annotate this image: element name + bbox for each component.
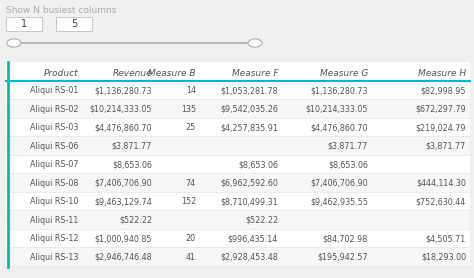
Text: $1,136,280.73: $1,136,280.73 [94, 86, 152, 95]
Text: $7,406,706.90: $7,406,706.90 [310, 179, 368, 188]
Text: $522.22: $522.22 [245, 216, 278, 225]
Text: $2,928,453.48: $2,928,453.48 [220, 253, 278, 262]
Text: Aliqui RS-01: Aliqui RS-01 [29, 86, 78, 95]
Text: 14: 14 [186, 86, 196, 95]
Text: $8,653.06: $8,653.06 [328, 160, 368, 169]
Circle shape [7, 39, 21, 47]
FancyBboxPatch shape [6, 81, 470, 99]
Text: $7,406,706.90: $7,406,706.90 [94, 179, 152, 188]
FancyBboxPatch shape [6, 155, 470, 173]
Text: $672,297.79: $672,297.79 [415, 105, 466, 114]
Text: $9,542,035.26: $9,542,035.26 [220, 105, 278, 114]
Text: Measure B: Measure B [148, 69, 196, 78]
Text: $1,000,940.85: $1,000,940.85 [94, 234, 152, 243]
Text: 5: 5 [71, 19, 77, 29]
Text: Show N busiest columns: Show N busiest columns [6, 6, 117, 15]
Text: $8,653.06: $8,653.06 [238, 160, 278, 169]
Text: Revenue: Revenue [112, 69, 152, 78]
Circle shape [248, 39, 262, 47]
FancyBboxPatch shape [6, 17, 42, 31]
Text: $3,871.77: $3,871.77 [426, 142, 466, 151]
Text: Product: Product [44, 69, 78, 78]
Text: Measure G: Measure G [319, 69, 368, 78]
Text: $3,871.77: $3,871.77 [328, 142, 368, 151]
Text: Aliqui RS-10: Aliqui RS-10 [29, 197, 78, 206]
Text: $4,257,835.91: $4,257,835.91 [220, 123, 278, 132]
Text: $9,462,935.55: $9,462,935.55 [310, 197, 368, 206]
Text: Aliqui RS-02: Aliqui RS-02 [29, 105, 78, 114]
Text: 1: 1 [21, 19, 27, 29]
Text: 25: 25 [186, 123, 196, 132]
Text: Measure H: Measure H [418, 69, 466, 78]
Text: $82,998.95: $82,998.95 [420, 86, 466, 95]
Text: $219,024.79: $219,024.79 [416, 123, 466, 132]
Text: Aliqui RS-12: Aliqui RS-12 [29, 234, 78, 243]
Text: $195,942.57: $195,942.57 [318, 253, 368, 262]
Text: $10,214,333.05: $10,214,333.05 [306, 105, 368, 114]
Text: Aliqui RS-07: Aliqui RS-07 [29, 160, 78, 169]
Text: 152: 152 [181, 197, 196, 206]
Text: $752,630.44: $752,630.44 [416, 197, 466, 206]
Text: $4,476,860.70: $4,476,860.70 [310, 123, 368, 132]
Text: $522.22: $522.22 [119, 216, 152, 225]
Text: $3,871.77: $3,871.77 [112, 142, 152, 151]
Text: $1,136,280.73: $1,136,280.73 [310, 86, 368, 95]
Text: $1,053,281.78: $1,053,281.78 [220, 86, 278, 95]
Text: Measure F: Measure F [231, 69, 278, 78]
FancyBboxPatch shape [6, 173, 470, 192]
FancyBboxPatch shape [6, 192, 470, 210]
FancyBboxPatch shape [6, 136, 470, 155]
FancyBboxPatch shape [56, 17, 92, 31]
FancyBboxPatch shape [6, 229, 470, 247]
Text: $996,435.14: $996,435.14 [228, 234, 278, 243]
FancyBboxPatch shape [6, 99, 470, 118]
Text: $8,710,499.31: $8,710,499.31 [220, 197, 278, 206]
Text: Aliqui RS-08: Aliqui RS-08 [29, 179, 78, 188]
Text: Aliqui RS-03: Aliqui RS-03 [29, 123, 78, 132]
Text: $10,214,333.05: $10,214,333.05 [90, 105, 152, 114]
Text: Aliqui RS-13: Aliqui RS-13 [29, 253, 78, 262]
Text: $4,476,860.70: $4,476,860.70 [94, 123, 152, 132]
Text: $84,702.98: $84,702.98 [323, 234, 368, 243]
Text: Aliqui RS-06: Aliqui RS-06 [29, 142, 78, 151]
Text: $18,293.00: $18,293.00 [421, 253, 466, 262]
Text: $2,946,746.48: $2,946,746.48 [94, 253, 152, 262]
Text: 135: 135 [181, 105, 196, 114]
Text: $444,114.30: $444,114.30 [416, 179, 466, 188]
Text: 74: 74 [186, 179, 196, 188]
Text: 20: 20 [186, 234, 196, 243]
Text: $9,463,129.74: $9,463,129.74 [94, 197, 152, 206]
Text: $8,653.06: $8,653.06 [112, 160, 152, 169]
FancyBboxPatch shape [6, 247, 470, 265]
Text: 41: 41 [186, 253, 196, 262]
Text: $4,505.71: $4,505.71 [426, 234, 466, 243]
FancyBboxPatch shape [6, 118, 470, 136]
FancyBboxPatch shape [6, 62, 470, 267]
Text: $6,962,592.60: $6,962,592.60 [220, 179, 278, 188]
FancyBboxPatch shape [6, 210, 470, 229]
Text: Aliqui RS-11: Aliqui RS-11 [29, 216, 78, 225]
